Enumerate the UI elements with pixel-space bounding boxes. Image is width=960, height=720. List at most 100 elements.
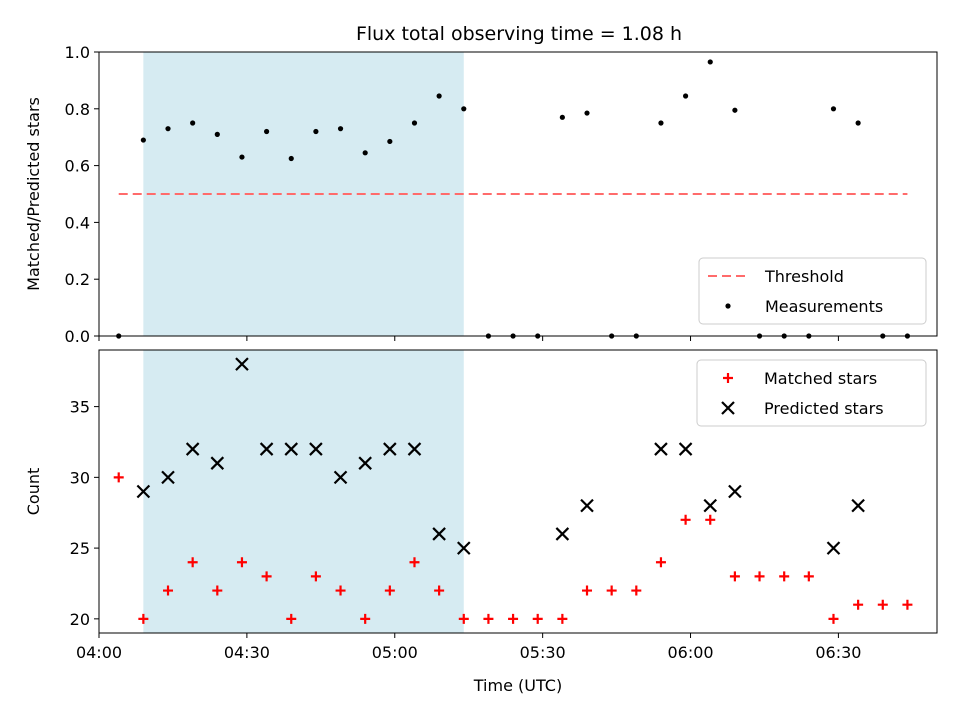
legend-measurement-label: Measurements xyxy=(765,297,883,316)
matched-star-point xyxy=(606,585,617,596)
y-tick-label: 25 xyxy=(70,539,90,558)
y-axis-label: Count xyxy=(24,468,43,516)
axes-frame xyxy=(98,349,938,634)
chart-title: Flux total observing time = 1.08 h xyxy=(356,23,682,45)
legend-matched-label: Matched stars xyxy=(764,369,877,388)
predicted-star-point xyxy=(728,484,742,499)
x-tick-label: 04:00 xyxy=(76,643,122,662)
matched-star-point xyxy=(902,599,913,610)
matched-star-point xyxy=(187,557,198,568)
predicted-star-point xyxy=(358,456,372,470)
measurement-point xyxy=(436,93,442,99)
x-tick-label: 06:00 xyxy=(667,643,713,662)
predicted-star-point xyxy=(432,527,446,541)
y-axis-label: Matched/Predicted stars xyxy=(24,97,43,291)
matched-star-point xyxy=(655,557,666,568)
matched-star-point xyxy=(458,613,469,624)
measurement-point xyxy=(239,154,245,160)
panel-ratio: 0.0 0.2 0.4 0.6 0.8 1.0 Matched/Predicted star… xyxy=(24,43,938,346)
y-tick-label: 0.0 xyxy=(65,327,90,346)
measurement-point xyxy=(707,59,713,65)
predicted-star-point xyxy=(456,541,471,555)
matched-star-point xyxy=(779,571,790,582)
y-tick-label: 30 xyxy=(70,468,90,487)
matched-star-point xyxy=(286,613,297,624)
matched-star-point xyxy=(754,571,765,582)
predicted-star-point xyxy=(333,470,348,485)
panel-counts: 20 25 30 35 04:00 04:30 05:00 05:30 06:00 06:30 Co… xyxy=(24,349,938,695)
matched-star-point xyxy=(483,613,494,624)
predicted-star-point xyxy=(161,470,175,485)
matched-star-point xyxy=(113,472,124,483)
predicted-star-point xyxy=(407,442,422,456)
legend-measurement-swatch xyxy=(725,303,731,309)
predicted-star-point xyxy=(703,498,718,513)
y-tick-label: 0.2 xyxy=(65,270,90,289)
legend-predicted-label: Predicted stars xyxy=(764,399,884,418)
y-tick-label: 35 xyxy=(70,398,90,417)
matched-star-point xyxy=(212,585,223,596)
predicted-star-point xyxy=(235,357,249,371)
legend: Threshold Measurements xyxy=(698,257,927,325)
matched-star-point xyxy=(360,613,371,624)
legend-predicted-swatch xyxy=(721,401,735,415)
matched-star-point xyxy=(434,585,445,596)
predicted-star-point xyxy=(210,456,225,470)
measurement-point xyxy=(362,150,368,156)
y-tick-label: 1.0 xyxy=(65,43,90,62)
measurement-point xyxy=(190,120,196,126)
matched-star-point xyxy=(236,557,247,568)
legend-threshold-label: Threshold xyxy=(764,267,844,286)
y-tick-label: 0.8 xyxy=(65,100,90,119)
measurement-point xyxy=(140,137,146,143)
matched-star-point xyxy=(335,585,346,596)
matched-star-point xyxy=(138,613,149,624)
x-tick-label: 06:30 xyxy=(815,643,861,662)
measurement-point xyxy=(165,126,171,132)
matched-star-point xyxy=(877,599,888,610)
matched-star-point xyxy=(853,599,864,610)
predicted-star-point xyxy=(259,442,274,456)
matched-star-point xyxy=(631,585,642,596)
measurement-point xyxy=(288,155,294,162)
measurement-point xyxy=(683,93,689,99)
predicted-star-point xyxy=(383,442,397,456)
predicted-star-point xyxy=(580,498,594,513)
measurement-point xyxy=(387,138,393,145)
x-tick-label: 05:30 xyxy=(520,643,566,662)
x-tick-label: 05:00 xyxy=(372,643,418,662)
predicted-star-point xyxy=(309,442,323,456)
measurement-point xyxy=(337,126,344,132)
predicted-star-point xyxy=(654,442,668,456)
legend-box xyxy=(696,359,927,427)
predicted-star-point xyxy=(555,527,570,541)
matched-star-point xyxy=(532,613,543,624)
legend-box xyxy=(698,257,927,325)
matched-star-point xyxy=(261,571,272,582)
matched-star-point xyxy=(729,571,740,582)
predicted-star-point xyxy=(185,442,200,456)
measurement-point xyxy=(411,120,418,126)
matched-star-point xyxy=(384,585,395,596)
matched-star-point xyxy=(557,613,568,624)
matched-star-point xyxy=(163,585,174,596)
measurement-point xyxy=(461,106,467,112)
measurement-point xyxy=(584,110,590,116)
predicted-star-point xyxy=(851,498,865,513)
predicted-star-point xyxy=(284,442,299,456)
y-tick-label: 0.6 xyxy=(65,157,90,176)
x-tick-label: 04:30 xyxy=(224,643,270,662)
legend: Matched stars Predicted stars xyxy=(696,359,927,427)
axes-frame xyxy=(98,51,938,337)
y-tick-label: 20 xyxy=(70,610,90,629)
predicted-star-point xyxy=(678,442,693,456)
matched-star-point xyxy=(680,514,691,525)
matched-star-point xyxy=(582,585,593,596)
predicted-star-point xyxy=(136,484,151,499)
y-tick-label: 0.4 xyxy=(65,213,90,232)
measurement-point xyxy=(214,131,220,137)
measurement-point xyxy=(855,120,861,126)
matched-star-point xyxy=(508,613,519,624)
matched-star-point xyxy=(705,514,716,525)
